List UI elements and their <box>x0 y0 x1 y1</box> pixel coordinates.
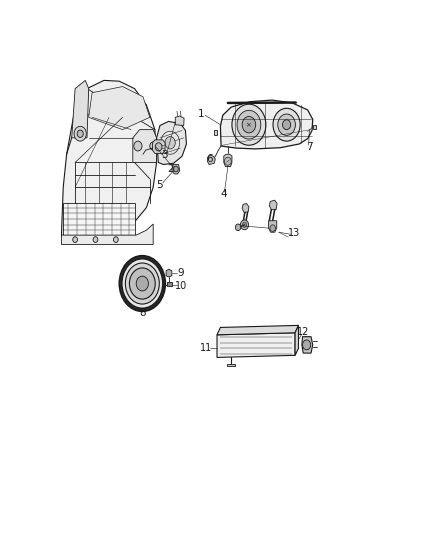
Circle shape <box>243 222 247 227</box>
Text: 9: 9 <box>177 268 184 278</box>
Text: 3: 3 <box>161 150 168 160</box>
Polygon shape <box>217 333 295 358</box>
Text: 4: 4 <box>220 189 227 199</box>
Text: 2: 2 <box>167 165 174 174</box>
Circle shape <box>303 340 311 350</box>
Text: 6: 6 <box>206 154 212 164</box>
Polygon shape <box>217 325 298 335</box>
Polygon shape <box>175 116 184 126</box>
Circle shape <box>134 141 142 151</box>
Circle shape <box>74 126 86 141</box>
Circle shape <box>165 136 175 149</box>
Polygon shape <box>214 131 217 134</box>
Text: 12: 12 <box>297 327 310 337</box>
Polygon shape <box>61 224 153 245</box>
Polygon shape <box>302 337 313 353</box>
Circle shape <box>224 157 231 165</box>
Polygon shape <box>72 80 88 138</box>
Circle shape <box>130 268 155 299</box>
Polygon shape <box>152 140 165 154</box>
Circle shape <box>93 237 98 243</box>
Circle shape <box>77 130 83 138</box>
Text: 13: 13 <box>288 229 300 238</box>
Polygon shape <box>63 204 134 235</box>
Text: 1: 1 <box>198 109 204 119</box>
Circle shape <box>155 143 162 151</box>
Circle shape <box>136 276 148 291</box>
Polygon shape <box>208 155 215 165</box>
Polygon shape <box>88 86 150 130</box>
Polygon shape <box>313 125 316 129</box>
Polygon shape <box>167 282 172 286</box>
Circle shape <box>173 166 178 172</box>
Circle shape <box>273 108 300 141</box>
Polygon shape <box>140 263 145 269</box>
Text: 8: 8 <box>139 309 146 319</box>
Circle shape <box>232 104 266 145</box>
Circle shape <box>242 117 256 133</box>
Text: 5: 5 <box>157 180 163 190</box>
Text: 10: 10 <box>175 280 187 290</box>
Circle shape <box>237 110 261 139</box>
Circle shape <box>122 259 162 308</box>
Polygon shape <box>172 165 180 174</box>
Circle shape <box>240 220 249 230</box>
Circle shape <box>113 237 118 243</box>
Circle shape <box>283 120 291 130</box>
Polygon shape <box>220 100 313 149</box>
Text: 11: 11 <box>200 343 212 353</box>
Polygon shape <box>242 204 249 213</box>
Circle shape <box>150 142 156 150</box>
Circle shape <box>235 224 241 231</box>
Circle shape <box>270 225 276 231</box>
Polygon shape <box>156 122 187 165</box>
Polygon shape <box>133 130 156 163</box>
Text: 7: 7 <box>306 142 313 152</box>
Circle shape <box>119 256 166 311</box>
Circle shape <box>73 237 78 243</box>
Circle shape <box>278 114 295 135</box>
Circle shape <box>125 263 159 304</box>
Polygon shape <box>295 325 298 356</box>
Polygon shape <box>268 221 277 232</box>
Polygon shape <box>269 200 277 209</box>
Polygon shape <box>224 154 232 166</box>
Polygon shape <box>227 364 235 366</box>
Polygon shape <box>61 80 156 237</box>
Polygon shape <box>166 269 172 277</box>
